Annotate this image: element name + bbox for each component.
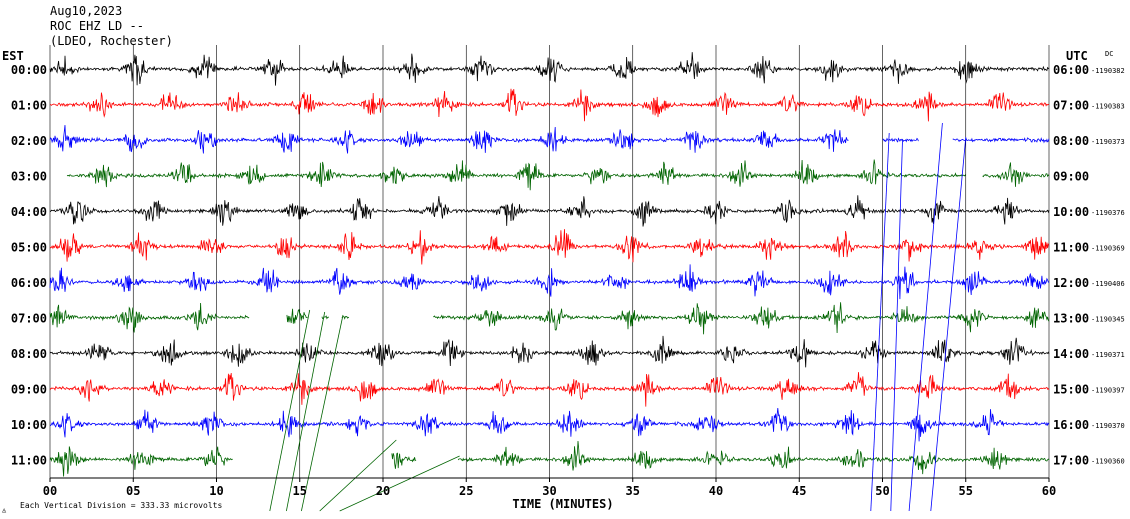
x-tick-label: 15 bbox=[293, 484, 307, 498]
utc-time-label: 12:00 bbox=[1053, 276, 1089, 290]
x-tick-label: 55 bbox=[959, 484, 973, 498]
trace-0500 bbox=[49, 229, 1050, 265]
trace-1100 bbox=[457, 440, 1050, 475]
dc-label: DC bbox=[1105, 50, 1113, 58]
est-time-label: 03:00 bbox=[11, 170, 47, 184]
dc-offset-label: -1190345 bbox=[1091, 316, 1125, 324]
x-tick-label: 50 bbox=[875, 484, 889, 498]
trace-0600 bbox=[49, 264, 1050, 300]
left-axis-label: EST bbox=[2, 49, 24, 63]
trace-0700 bbox=[49, 302, 250, 333]
footer-scale-note: Each Vertical Division = 333.33 microvol… bbox=[20, 501, 222, 510]
utc-time-label: 06:00 bbox=[1053, 63, 1089, 77]
x-tick-label: 35 bbox=[626, 484, 640, 498]
dc-offset-label: -1190382 bbox=[1091, 67, 1125, 75]
trace-0200 bbox=[952, 137, 1050, 144]
est-time-label: 01:00 bbox=[11, 99, 47, 113]
est-time-label: 07:00 bbox=[11, 312, 47, 326]
header-date: Aug10,2023 bbox=[50, 4, 123, 18]
trace-0700 bbox=[341, 315, 350, 320]
dc-offset-label: -1190371 bbox=[1091, 351, 1125, 359]
x-tick-label: 25 bbox=[459, 484, 473, 498]
x-tick-label: 45 bbox=[792, 484, 806, 498]
est-time-label: 04:00 bbox=[11, 205, 47, 219]
est-time-label: 02:00 bbox=[11, 134, 47, 148]
dc-offset-label: -1190376 bbox=[1091, 209, 1125, 217]
utc-time-label: 14:00 bbox=[1053, 347, 1089, 361]
trace-0700 bbox=[433, 302, 1050, 335]
dc-offset-label: -1190373 bbox=[1091, 138, 1125, 146]
spike-artifact bbox=[339, 455, 460, 512]
spike-artifact bbox=[908, 122, 943, 512]
trace-1000 bbox=[49, 407, 1050, 442]
est-time-label: 11:00 bbox=[11, 454, 47, 468]
dc-offset-label: -1190360 bbox=[1091, 458, 1125, 466]
trace-0700 bbox=[321, 315, 330, 320]
trace-0000 bbox=[49, 52, 1050, 86]
utc-time-label: 07:00 bbox=[1053, 99, 1089, 113]
right-axis-label: UTC bbox=[1066, 49, 1088, 63]
trace-0700 bbox=[286, 308, 308, 324]
spike-artifact bbox=[269, 309, 311, 512]
dc-offset-label: -1190406 bbox=[1091, 280, 1125, 288]
utc-time-label: 17:00 bbox=[1053, 454, 1089, 468]
spike-artifact bbox=[301, 314, 344, 512]
x-tick-label: 05 bbox=[126, 484, 140, 498]
trace-0100 bbox=[49, 88, 1050, 122]
trace-0300 bbox=[982, 162, 1050, 187]
x-tick-label: 30 bbox=[542, 484, 556, 498]
trace-0800 bbox=[49, 335, 1050, 368]
est-time-label: 08:00 bbox=[11, 347, 47, 361]
trace-1100 bbox=[391, 452, 417, 469]
logo-mark: ◬ bbox=[2, 506, 7, 514]
minute-gridlines bbox=[49, 45, 1050, 478]
est-time-label: 05:00 bbox=[11, 241, 47, 255]
est-time-label: 06:00 bbox=[11, 276, 47, 290]
est-time-label: 10:00 bbox=[11, 418, 47, 432]
trace-0200 bbox=[882, 137, 919, 143]
spike-artifact bbox=[930, 136, 967, 512]
est-time-label: 09:00 bbox=[11, 383, 47, 397]
x-tick-label: 00 bbox=[43, 484, 57, 498]
est-time-label: 00:00 bbox=[11, 63, 47, 77]
x-axis-title: TIME (MINUTES) bbox=[512, 497, 613, 511]
dc-offset-label: -1190370 bbox=[1091, 422, 1125, 430]
trace-1100 bbox=[49, 446, 233, 477]
time-axis: 00 05 10 15 20 25 30 35 40 45 50 55 60 bbox=[43, 477, 1056, 498]
header-network: (LDEO, Rochester) bbox=[50, 34, 173, 48]
utc-time-label: 16:00 bbox=[1053, 418, 1089, 432]
x-tick-label: 60 bbox=[1042, 484, 1056, 498]
utc-time-label: 13:00 bbox=[1053, 312, 1089, 326]
dc-offset-label: -1190369 bbox=[1091, 245, 1125, 253]
x-tick-label: 40 bbox=[709, 484, 723, 498]
trace-0900 bbox=[49, 372, 1050, 407]
utc-time-label: 10:00 bbox=[1053, 205, 1089, 219]
header-station: ROC EHZ LD -- bbox=[50, 19, 144, 33]
utc-time-label: 09:00 bbox=[1053, 170, 1089, 184]
x-tick-label: 10 bbox=[209, 484, 223, 498]
trace-0400 bbox=[49, 195, 1050, 227]
dc-offset-label: -1190383 bbox=[1091, 103, 1125, 111]
spike-artifact bbox=[870, 132, 890, 512]
spike-artifact bbox=[319, 439, 397, 512]
utc-time-label: 11:00 bbox=[1053, 241, 1089, 255]
trace-0300 bbox=[66, 159, 966, 191]
utc-time-label: 15:00 bbox=[1053, 383, 1089, 397]
trace-0200 bbox=[49, 125, 849, 154]
dc-offset-label: -1190397 bbox=[1091, 387, 1125, 395]
x-tick-label: 20 bbox=[376, 484, 390, 498]
utc-time-label: 08:00 bbox=[1053, 134, 1089, 148]
spike-artifact bbox=[890, 139, 903, 512]
spike-artifact bbox=[286, 311, 326, 512]
